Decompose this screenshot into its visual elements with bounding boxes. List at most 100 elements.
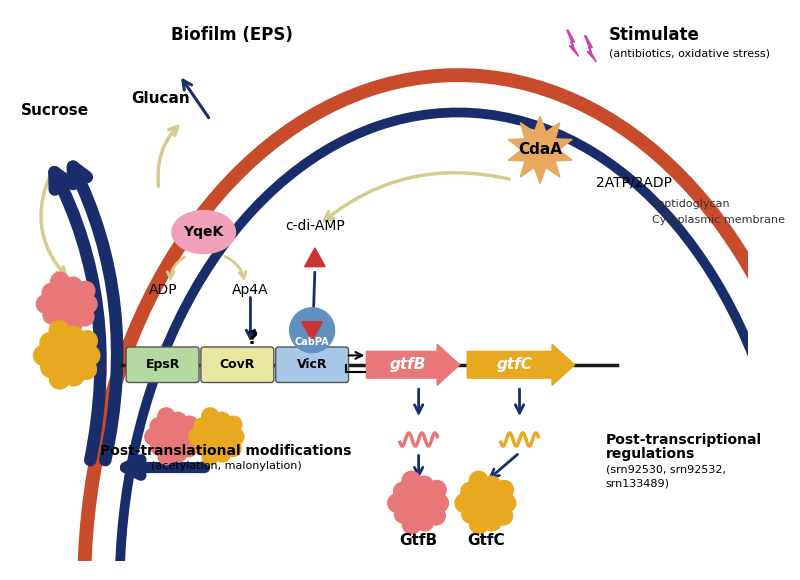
Polygon shape <box>154 416 191 456</box>
Polygon shape <box>302 322 322 340</box>
Circle shape <box>150 418 167 434</box>
Circle shape <box>180 440 197 456</box>
Circle shape <box>40 333 60 353</box>
Text: CdaA: CdaA <box>518 142 562 157</box>
Polygon shape <box>508 116 572 183</box>
Text: gtfB: gtfB <box>390 357 426 372</box>
Circle shape <box>214 445 230 462</box>
Circle shape <box>402 472 421 490</box>
Polygon shape <box>366 344 460 385</box>
Circle shape <box>37 295 55 313</box>
Circle shape <box>415 512 434 531</box>
Circle shape <box>151 438 168 455</box>
Text: 2ATP/2ADP: 2ATP/2ADP <box>596 176 672 190</box>
Circle shape <box>494 506 513 525</box>
Text: VicR: VicR <box>297 358 327 371</box>
FancyBboxPatch shape <box>201 347 274 382</box>
Circle shape <box>470 472 488 490</box>
Circle shape <box>225 416 242 433</box>
Polygon shape <box>46 281 88 325</box>
Circle shape <box>455 494 474 512</box>
Circle shape <box>75 307 94 326</box>
Circle shape <box>428 480 446 499</box>
Circle shape <box>76 281 95 300</box>
Circle shape <box>482 476 501 495</box>
Ellipse shape <box>172 211 235 253</box>
Circle shape <box>43 306 62 324</box>
Polygon shape <box>305 248 325 267</box>
Text: Post-transcriptional: Post-transcriptional <box>606 433 762 447</box>
Circle shape <box>461 483 479 501</box>
Circle shape <box>194 438 211 455</box>
Circle shape <box>64 277 82 296</box>
Circle shape <box>41 357 61 378</box>
Text: GtfB: GtfB <box>399 533 438 548</box>
Circle shape <box>462 505 480 523</box>
FancyBboxPatch shape <box>276 347 349 382</box>
Circle shape <box>290 308 334 353</box>
Circle shape <box>394 483 412 501</box>
Circle shape <box>214 412 230 429</box>
Text: Ap4A: Ap4A <box>232 283 269 297</box>
Text: ?: ? <box>246 329 258 348</box>
Circle shape <box>194 418 211 434</box>
Circle shape <box>482 512 501 531</box>
Circle shape <box>78 295 97 313</box>
Circle shape <box>76 359 97 379</box>
Polygon shape <box>397 481 439 524</box>
Text: srn133489): srn133489) <box>606 478 670 488</box>
Polygon shape <box>44 331 90 379</box>
Circle shape <box>80 345 100 365</box>
Circle shape <box>498 494 516 512</box>
Circle shape <box>51 288 84 321</box>
Text: ADP: ADP <box>150 283 178 297</box>
Circle shape <box>51 316 70 335</box>
Text: Peptidoglycan: Peptidoglycan <box>652 199 731 209</box>
FancyBboxPatch shape <box>126 347 199 382</box>
Circle shape <box>189 428 206 445</box>
Circle shape <box>64 365 84 386</box>
Polygon shape <box>464 481 506 524</box>
Circle shape <box>388 494 406 512</box>
Polygon shape <box>585 36 596 62</box>
Text: (acetylation, malonylation): (acetylation, malonylation) <box>150 461 302 471</box>
Circle shape <box>170 412 186 429</box>
Text: Cytoplasmic membrane: Cytoplasmic membrane <box>652 215 786 225</box>
Text: GtfC: GtfC <box>467 533 505 548</box>
Text: (antibiotics, oxidative stress): (antibiotics, oxidative stress) <box>610 49 770 59</box>
Circle shape <box>145 428 162 445</box>
Circle shape <box>50 272 70 291</box>
Circle shape <box>34 345 54 365</box>
Circle shape <box>42 283 61 302</box>
Circle shape <box>415 476 434 495</box>
Circle shape <box>183 428 200 445</box>
Circle shape <box>158 422 188 452</box>
Circle shape <box>50 321 70 341</box>
Text: gtfC: gtfC <box>497 357 533 372</box>
Text: c-di-AMP: c-di-AMP <box>285 219 345 234</box>
Circle shape <box>495 480 514 499</box>
Text: YqeK: YqeK <box>183 225 224 239</box>
Text: Post-translational modifications: Post-translational modifications <box>101 444 352 458</box>
Circle shape <box>402 487 435 520</box>
Text: Sucrose: Sucrose <box>21 103 89 118</box>
Text: Glucan: Glucan <box>131 91 190 106</box>
Circle shape <box>202 448 219 465</box>
Circle shape <box>427 506 446 525</box>
Circle shape <box>158 448 175 465</box>
Circle shape <box>63 326 84 346</box>
Text: (srn92530, srn92532,: (srn92530, srn92532, <box>606 465 726 474</box>
Circle shape <box>181 416 198 433</box>
Circle shape <box>202 422 232 452</box>
Circle shape <box>430 494 449 512</box>
Circle shape <box>394 505 413 523</box>
Circle shape <box>402 515 421 534</box>
Circle shape <box>227 428 244 445</box>
Text: regulations: regulations <box>606 447 694 462</box>
Circle shape <box>50 369 70 389</box>
Circle shape <box>470 487 502 520</box>
Circle shape <box>202 408 218 425</box>
Circle shape <box>470 515 488 534</box>
Circle shape <box>158 408 174 425</box>
Text: CabPA: CabPA <box>294 338 330 347</box>
